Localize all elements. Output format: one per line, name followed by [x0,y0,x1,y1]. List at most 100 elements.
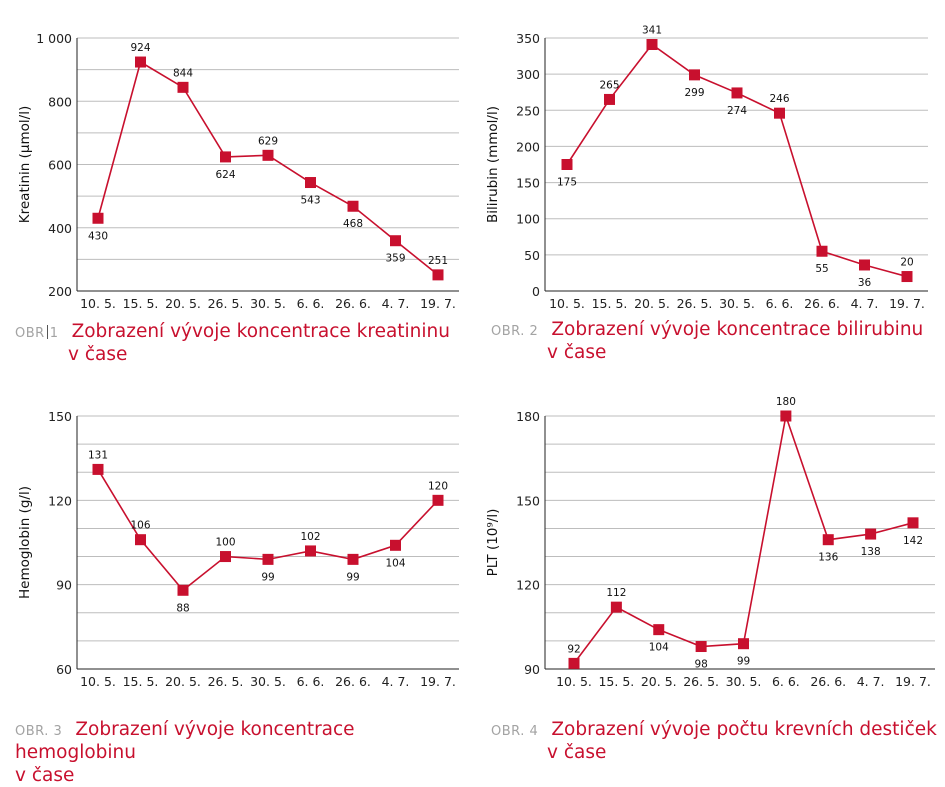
data-point [305,177,316,189]
caption-text: Zobrazení vývoje koncentrace kreatininu [71,321,450,342]
data-label: 629 [258,135,278,147]
data-point [695,641,707,653]
x-tick-label: 19. 7. [420,296,456,311]
x-tick-label: 20. 5. [641,674,677,689]
x-tick-label: 30. 5. [250,674,286,689]
x-tick-label: 10. 5. [80,674,116,689]
caption-figure-3: OBR. 3 Zobrazení vývoje koncentrace hemo… [15,718,465,787]
x-tick-label: 10. 5. [80,296,116,311]
figure-number: OBR. 4 [491,724,539,739]
y-tick-label: 800 [48,94,72,109]
y-tick-label: 350 [516,31,540,46]
x-tick-label: 15. 5. [123,674,159,689]
x-tick-label: 15. 5. [123,296,159,311]
figure-number: OBR 1 [15,325,59,341]
y-tick-label: 100 [516,212,540,227]
x-tick-label: 6. 6. [772,674,800,689]
y-tick-label: 150 [516,493,540,508]
caption-figure-2: OBR. 2 Zobrazení vývoje koncentrace bili… [491,318,941,364]
y-tick-label: 90 [56,578,72,593]
data-label: 265 [599,79,619,91]
y-tick-label: 150 [516,176,540,191]
data-point [901,271,913,283]
y-tick-label: 1 000 [36,31,72,46]
data-point [774,107,785,119]
data-point [92,463,104,475]
caption-figure-4: OBR. 4 Zobrazení vývoje počtu krevních d… [491,718,941,764]
data-point [610,601,622,613]
series-line [573,412,914,664]
caption-text: Zobrazení vývoje koncentrace bilirubinu [551,319,924,340]
data-point [432,269,444,281]
data-point [816,245,828,257]
data-label: 142 [903,535,923,547]
y-tick-label: 300 [516,67,540,82]
data-point [390,235,401,247]
x-tick-label: 6. 6. [297,296,325,311]
x-tick-label: 26. 6. [335,674,371,689]
data-label: 251 [428,255,448,267]
data-point [135,534,146,546]
data-label: 175 [557,177,577,189]
data-label: 341 [642,25,662,37]
x-tick-label: 6. 6. [297,674,325,689]
data-label: 180 [776,396,796,408]
y-tick-label: 60 [56,662,72,677]
data-point [220,551,231,563]
data-label: 624 [215,169,235,181]
y-axis-title: Bilirubin (mmol/l) [485,106,501,223]
caption-text: Zobrazení vývoje koncentrace hemoglobinu [15,719,355,763]
x-tick-label: 19. 7. [889,296,925,311]
y-tick-label: 200 [516,139,540,154]
y-axis-title: PLT (10⁹/l) [485,509,501,577]
data-label: 430 [88,230,108,242]
data-label: 924 [130,42,150,54]
x-tick-label: 4. 7. [382,674,410,689]
x-tick-label: 19. 7. [420,674,456,689]
y-tick-label: 90 [524,662,540,677]
chart-hemoglobin: 60 90 120 150 10. 5. 15. 5. 20. 5. 26. 5. 30. 5.… [17,409,459,689]
chart-platelets: 90 120 150 180 10. 5. 15. 5. 20. 5. 26. 5. 30. 5… [485,396,935,689]
x-tick-label: 26. 5. [677,296,713,311]
data-label: 99 [346,571,359,583]
data-point [859,259,870,271]
data-point [907,517,919,529]
data-point [604,93,615,105]
y-tick-label: 400 [48,221,72,236]
x-tick-label: 30. 5. [250,296,286,311]
data-label: 246 [769,93,789,105]
x-tick-label: 26. 5. [683,674,719,689]
x-tick-label: 26. 6. [335,296,371,311]
data-point [568,657,580,669]
x-tick-label: 20. 5. [165,674,201,689]
data-point [822,534,834,546]
caption-text-line2: v čase [68,344,128,365]
data-label: 99 [261,571,274,583]
y-tick-label: 120 [516,578,540,593]
x-tick-label: 26. 6. [810,674,846,689]
caption-text: Zobrazení vývoje počtu krevních destiček [551,719,937,740]
x-tick-label: 20. 5. [165,296,201,311]
data-point [347,200,359,212]
x-tick-label: 26. 5. [208,296,244,311]
data-label: 98 [694,659,707,671]
x-tick-label: 26. 6. [804,296,840,311]
y-tick-label: 150 [48,409,72,424]
y-axis-title: Kreatinin (µmol/l) [17,106,33,223]
data-label: 844 [173,67,193,79]
x-tick-label: 10. 5. [556,674,592,689]
data-label: 106 [130,520,150,532]
data-label: 136 [818,552,838,564]
x-tick-label: 15. 5. [598,674,634,689]
data-label: 299 [684,87,704,99]
x-tick-label: 4. 7. [857,674,885,689]
y-tick-label: 50 [524,248,540,263]
x-tick-label: 4. 7. [382,296,410,311]
data-point [646,39,658,51]
x-tick-label: 20. 5. [634,296,670,311]
y-tick-label: 0 [532,284,540,299]
data-label: 99 [737,656,750,668]
x-tick-label: 4. 7. [851,296,879,311]
data-label: 36 [858,277,872,289]
